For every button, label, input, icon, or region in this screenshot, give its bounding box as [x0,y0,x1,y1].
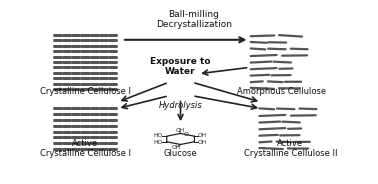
Text: OH: OH [198,133,207,138]
Text: O: O [184,132,189,137]
Text: Ball-milling
Decrystallization: Ball-milling Decrystallization [156,10,232,29]
Text: Active
Crystalline Cellulose I: Active Crystalline Cellulose I [40,139,131,158]
Text: Hydrolysis: Hydrolysis [159,101,202,110]
Text: Glucose: Glucose [164,149,197,158]
Text: OH: OH [171,145,180,150]
Text: Amorphous Cellulose: Amorphous Cellulose [237,87,326,96]
Text: HO: HO [153,133,163,138]
Text: OH: OH [175,128,184,133]
Text: HO: HO [153,139,163,144]
Text: OH: OH [198,139,207,144]
Text: Active
Crystalline Cellulose II: Active Crystalline Cellulose II [244,139,337,158]
Text: Exposure to
Water: Exposure to Water [150,56,211,76]
Text: Crystalline Cellulose I: Crystalline Cellulose I [40,87,131,96]
